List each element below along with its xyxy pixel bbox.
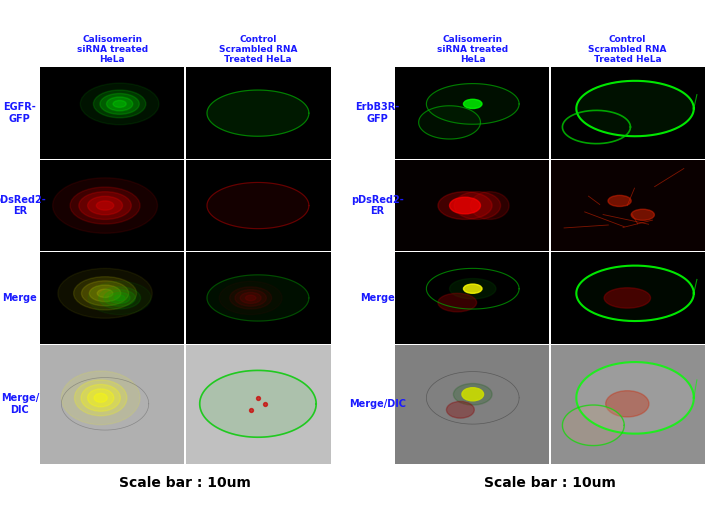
Ellipse shape bbox=[462, 388, 484, 401]
Ellipse shape bbox=[608, 195, 631, 207]
Text: Merge/
DIC: Merge/ DIC bbox=[1, 393, 39, 415]
Polygon shape bbox=[207, 90, 309, 136]
Ellipse shape bbox=[235, 289, 266, 306]
Text: Control
Scrambled RNA
Treated HeLa: Control Scrambled RNA Treated HeLa bbox=[219, 35, 297, 64]
Ellipse shape bbox=[94, 393, 107, 402]
Ellipse shape bbox=[100, 94, 139, 114]
Text: pDsRed2-
ER: pDsRed2- ER bbox=[0, 195, 46, 216]
Ellipse shape bbox=[75, 380, 127, 416]
Ellipse shape bbox=[73, 277, 137, 310]
Text: pDsRed2-
ER: pDsRed2- ER bbox=[351, 195, 404, 216]
Ellipse shape bbox=[88, 281, 151, 315]
Ellipse shape bbox=[229, 287, 272, 309]
Ellipse shape bbox=[81, 83, 159, 125]
Ellipse shape bbox=[81, 281, 129, 306]
Point bbox=[252, 394, 264, 402]
Ellipse shape bbox=[88, 389, 114, 407]
Polygon shape bbox=[418, 106, 480, 139]
Text: Calisomerin
siRNA treated
HeLa: Calisomerin siRNA treated HeLa bbox=[77, 35, 148, 64]
Ellipse shape bbox=[464, 99, 482, 109]
Ellipse shape bbox=[89, 285, 121, 302]
Ellipse shape bbox=[240, 293, 261, 303]
Text: Merge/DIC: Merge/DIC bbox=[349, 399, 406, 409]
Text: Merge: Merge bbox=[2, 293, 37, 303]
Polygon shape bbox=[562, 405, 624, 445]
Ellipse shape bbox=[438, 192, 492, 219]
Ellipse shape bbox=[114, 295, 125, 301]
Ellipse shape bbox=[70, 187, 140, 224]
Polygon shape bbox=[577, 81, 694, 136]
Ellipse shape bbox=[470, 192, 509, 219]
Ellipse shape bbox=[104, 289, 135, 306]
Text: EGFR-
GFP: EGFR- GFP bbox=[4, 102, 36, 124]
Text: Scale bar : 10um: Scale bar : 10um bbox=[484, 476, 616, 490]
Ellipse shape bbox=[454, 384, 492, 405]
Ellipse shape bbox=[58, 268, 152, 318]
Text: ErbB3R-
GFP: ErbB3R- GFP bbox=[355, 102, 400, 124]
Polygon shape bbox=[207, 182, 309, 229]
Point bbox=[260, 400, 271, 408]
Ellipse shape bbox=[438, 294, 477, 312]
Ellipse shape bbox=[464, 284, 482, 294]
Ellipse shape bbox=[93, 90, 146, 118]
Polygon shape bbox=[200, 370, 316, 437]
Ellipse shape bbox=[245, 295, 256, 301]
Ellipse shape bbox=[106, 97, 133, 111]
Ellipse shape bbox=[604, 288, 651, 308]
Ellipse shape bbox=[454, 192, 500, 219]
Ellipse shape bbox=[605, 391, 649, 417]
Ellipse shape bbox=[631, 209, 654, 220]
Polygon shape bbox=[207, 275, 309, 321]
Point bbox=[245, 406, 257, 414]
Ellipse shape bbox=[79, 192, 132, 219]
Ellipse shape bbox=[449, 279, 496, 299]
Text: Scale bar : 10um: Scale bar : 10um bbox=[119, 476, 251, 490]
Ellipse shape bbox=[81, 384, 120, 411]
Text: Calisomerin
siRNA treated
HeLa: Calisomerin siRNA treated HeLa bbox=[437, 35, 508, 64]
Ellipse shape bbox=[219, 281, 282, 315]
Ellipse shape bbox=[113, 100, 126, 107]
Ellipse shape bbox=[61, 371, 140, 425]
Ellipse shape bbox=[96, 201, 114, 210]
Ellipse shape bbox=[446, 401, 475, 418]
Text: Merge: Merge bbox=[360, 293, 395, 303]
Ellipse shape bbox=[449, 197, 480, 214]
Ellipse shape bbox=[88, 196, 122, 215]
Ellipse shape bbox=[99, 287, 141, 309]
Ellipse shape bbox=[97, 289, 113, 298]
Ellipse shape bbox=[109, 293, 130, 303]
Polygon shape bbox=[577, 266, 694, 321]
Text: Control
Scrambled RNA
Treated HeLa: Control Scrambled RNA Treated HeLa bbox=[588, 35, 667, 64]
Polygon shape bbox=[577, 362, 694, 434]
Ellipse shape bbox=[52, 178, 157, 233]
Polygon shape bbox=[426, 83, 519, 124]
